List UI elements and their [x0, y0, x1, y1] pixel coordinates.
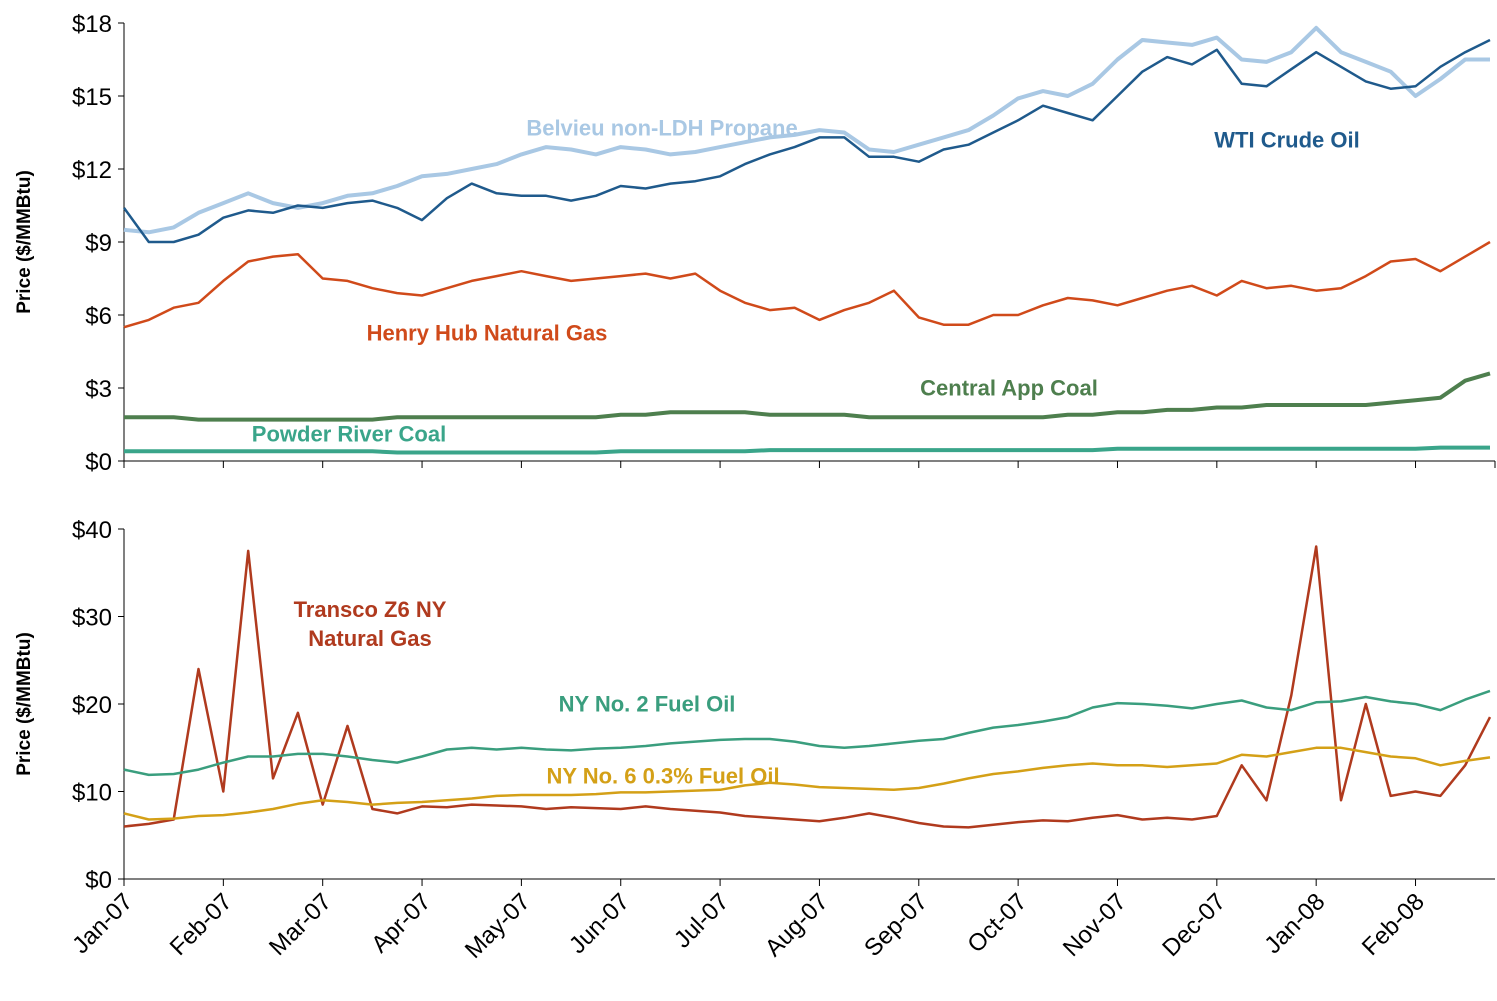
y-tick-label: $6	[85, 303, 112, 330]
series-line	[122, 38, 1491, 244]
series-label: Powder River Coal	[251, 421, 447, 447]
series-line	[124, 371, 1491, 422]
y-tick-label: $18	[72, 11, 112, 38]
x-tick-label: Dec-07	[1157, 888, 1231, 962]
series-label: Henry Hub Natural Gas	[366, 320, 608, 346]
series-line	[123, 545, 1492, 829]
y-axis-title: Price ($/MMBtu)	[14, 170, 35, 314]
y-tick-label: $3	[85, 376, 112, 403]
x-tick-label: Oct-07	[962, 888, 1032, 958]
x-tick-label: Jan-07	[67, 888, 138, 959]
y-tick-label: $12	[72, 157, 112, 184]
x-tick-label: Jun-07	[564, 888, 635, 959]
series-line	[123, 25, 1490, 235]
x-tick-label: Feb-07	[165, 888, 238, 961]
series-label: NY No. 6 0.3% Fuel Oil	[546, 763, 780, 789]
series-line	[123, 240, 1491, 329]
y-tick-label: $0	[85, 867, 112, 894]
y-axis-title: Price ($/MMBtu)	[14, 632, 35, 776]
series-label: Central App Coal	[920, 375, 1098, 401]
series-label: WTI Crude Oil	[1214, 127, 1360, 153]
series-label: NY No. 2 Fuel Oil	[558, 691, 736, 717]
series-label: Belvieu non-LDH Propane	[526, 115, 798, 141]
y-tick-label: $0	[85, 449, 112, 476]
x-tick-label: Sep-07	[859, 888, 933, 962]
series-line	[124, 445, 1490, 455]
y-tick-label: $30	[72, 605, 112, 632]
x-tick-label: Nov-07	[1058, 888, 1132, 962]
x-tick-label: Aug-07	[760, 888, 834, 962]
y-tick-label: $20	[72, 692, 112, 719]
x-tick-label: Jul-07	[669, 888, 734, 953]
series-line	[123, 689, 1491, 777]
x-tick-label: Mar-07	[264, 888, 337, 961]
series-label: Transco Z6 NY Natural Gas	[293, 597, 447, 651]
y-tick-label: $40	[72, 517, 112, 544]
x-tick-label: Feb-08	[1357, 888, 1430, 961]
x-tick-label: Apr-07	[366, 888, 436, 958]
y-tick-label: $15	[72, 84, 112, 111]
y-tick-label: $9	[85, 230, 112, 257]
x-tick-label: Jan-08	[1259, 888, 1330, 959]
y-tick-label: $10	[72, 780, 112, 807]
x-tick-label: May-07	[460, 888, 536, 964]
series-line	[123, 746, 1491, 821]
